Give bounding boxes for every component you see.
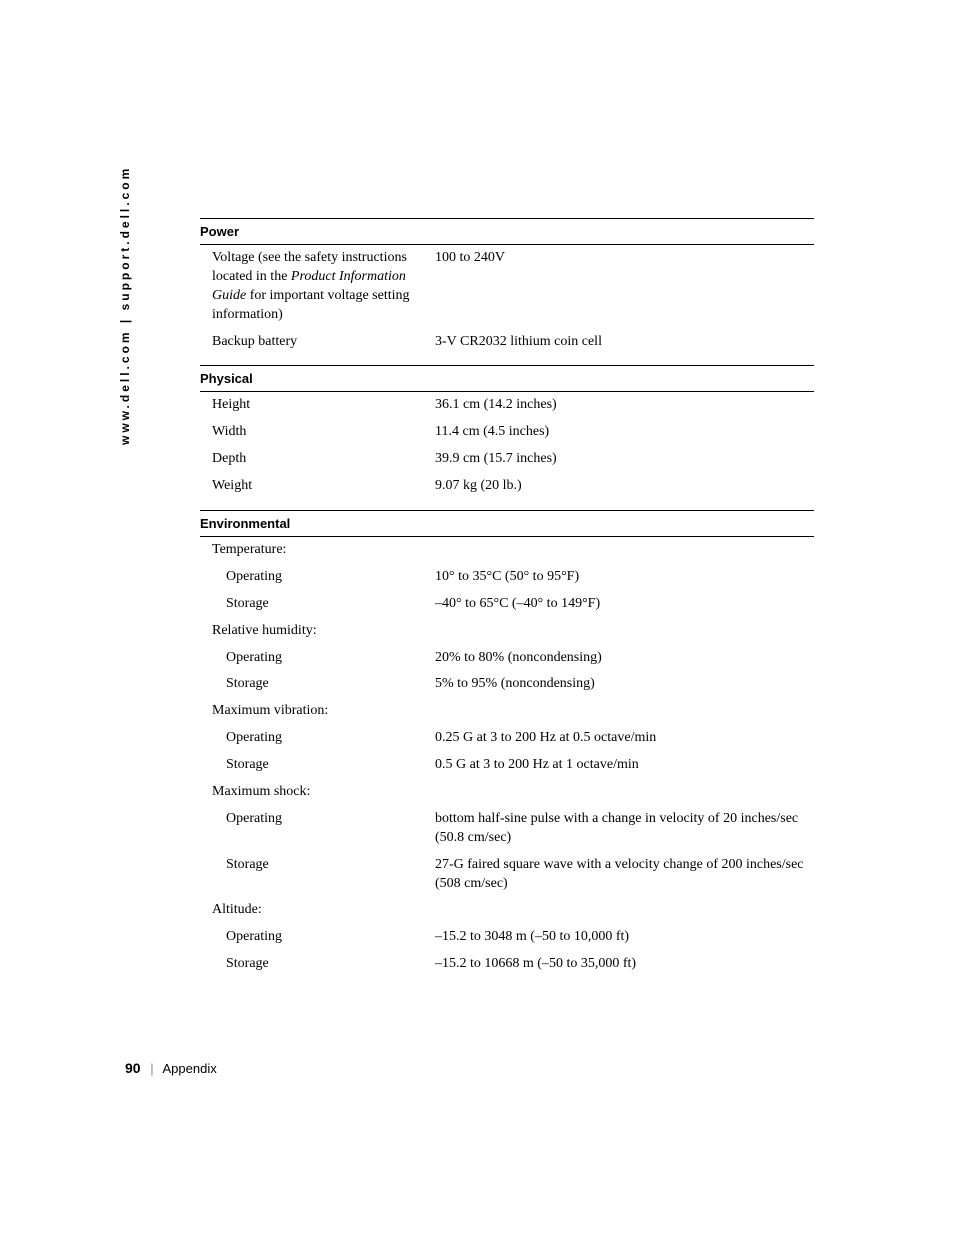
table-row: Relative humidity:: [200, 618, 814, 645]
table-row: Maximum shock:: [200, 779, 814, 806]
table-row: Storage5% to 95% (noncondensing): [200, 671, 814, 698]
spec-label: Operating: [200, 806, 435, 852]
table-row: Operating0.25 G at 3 to 200 Hz at 0.5 oc…: [200, 725, 814, 752]
spec-label: Storage: [200, 671, 435, 698]
spec-label: Voltage (see the safety instructions loc…: [200, 245, 435, 329]
spec-label: Storage: [200, 752, 435, 779]
spec-value: 3-V CR2032 lithium coin cell: [435, 329, 814, 356]
spec-value: 10° to 35°C (50° to 95°F): [435, 564, 814, 591]
spec-table-power: Voltage (see the safety instructions loc…: [200, 245, 814, 355]
section-header-physical: Physical: [200, 365, 814, 392]
spec-label: Operating: [200, 924, 435, 951]
table-row: Height36.1 cm (14.2 inches): [200, 392, 814, 419]
table-row: Operating–15.2 to 3048 m (–50 to 10,000 …: [200, 924, 814, 951]
table-row: Storage–15.2 to 10668 m (–50 to 35,000 f…: [200, 951, 814, 978]
spec-value: 100 to 240V: [435, 245, 814, 329]
spec-label: Temperature:: [200, 537, 435, 564]
spec-value: –40° to 65°C (–40° to 149°F): [435, 591, 814, 618]
section-header-environmental: Environmental: [200, 510, 814, 537]
spec-value: 0.5 G at 3 to 200 Hz at 1 octave/min: [435, 752, 814, 779]
spec-label: Storage: [200, 852, 435, 898]
spec-value: 36.1 cm (14.2 inches): [435, 392, 814, 419]
spec-value: [435, 537, 814, 564]
table-row: Maximum vibration:: [200, 698, 814, 725]
spec-label: Backup battery: [200, 329, 435, 356]
page-number: 90: [125, 1060, 141, 1076]
spec-label: Storage: [200, 591, 435, 618]
spec-value: [435, 779, 814, 806]
spec-value: 5% to 95% (noncondensing): [435, 671, 814, 698]
footer-section-name: Appendix: [163, 1061, 217, 1076]
spec-table-environmental: Temperature: Operating10° to 35°C (50° t…: [200, 537, 814, 978]
spec-value: bottom half-sine pulse with a change in …: [435, 806, 814, 852]
spec-label: Maximum shock:: [200, 779, 435, 806]
spec-label: Operating: [200, 564, 435, 591]
table-row: Weight9.07 kg (20 lb.): [200, 473, 814, 500]
spec-value: 11.4 cm (4.5 inches): [435, 419, 814, 446]
spec-label: Width: [200, 419, 435, 446]
spec-value: 39.9 cm (15.7 inches): [435, 446, 814, 473]
spec-value: 20% to 80% (noncondensing): [435, 645, 814, 672]
spec-content: Power Voltage (see the safety instructio…: [200, 218, 814, 978]
sidebar-url-text: www.dell.com | support.dell.com: [118, 166, 132, 445]
spec-table-physical: Height36.1 cm (14.2 inches) Width11.4 cm…: [200, 392, 814, 500]
spec-value: –15.2 to 10668 m (–50 to 35,000 ft): [435, 951, 814, 978]
spec-label: Maximum vibration:: [200, 698, 435, 725]
spec-value: –15.2 to 3048 m (–50 to 10,000 ft): [435, 924, 814, 951]
table-row: Depth39.9 cm (15.7 inches): [200, 446, 814, 473]
footer-separator: |: [144, 1061, 159, 1076]
spec-label: Altitude:: [200, 897, 435, 924]
table-row: Operatingbottom half-sine pulse with a c…: [200, 806, 814, 852]
spec-value: [435, 897, 814, 924]
table-row: Altitude:: [200, 897, 814, 924]
spec-value: [435, 698, 814, 725]
spec-label: Depth: [200, 446, 435, 473]
spec-value: 9.07 kg (20 lb.): [435, 473, 814, 500]
table-row: Storage–40° to 65°C (–40° to 149°F): [200, 591, 814, 618]
table-row: Backup battery 3-V CR2032 lithium coin c…: [200, 329, 814, 356]
spec-label: Height: [200, 392, 435, 419]
table-row: Operating10° to 35°C (50° to 95°F): [200, 564, 814, 591]
spec-value: 0.25 G at 3 to 200 Hz at 0.5 octave/min: [435, 725, 814, 752]
table-row: Temperature:: [200, 537, 814, 564]
table-row: Storage0.5 G at 3 to 200 Hz at 1 octave/…: [200, 752, 814, 779]
page-footer: 90 | Appendix: [125, 1060, 217, 1076]
spec-value: [435, 618, 814, 645]
spec-label: Relative humidity:: [200, 618, 435, 645]
table-row: Voltage (see the safety instructions loc…: [200, 245, 814, 329]
spec-label: Operating: [200, 725, 435, 752]
table-row: Operating20% to 80% (noncondensing): [200, 645, 814, 672]
table-row: Storage27-G faired square wave with a ve…: [200, 852, 814, 898]
spec-label: Operating: [200, 645, 435, 672]
spec-label: Storage: [200, 951, 435, 978]
table-row: Width11.4 cm (4.5 inches): [200, 419, 814, 446]
spec-value: 27-G faired square wave with a velocity …: [435, 852, 814, 898]
spec-label: Weight: [200, 473, 435, 500]
section-header-power: Power: [200, 218, 814, 245]
